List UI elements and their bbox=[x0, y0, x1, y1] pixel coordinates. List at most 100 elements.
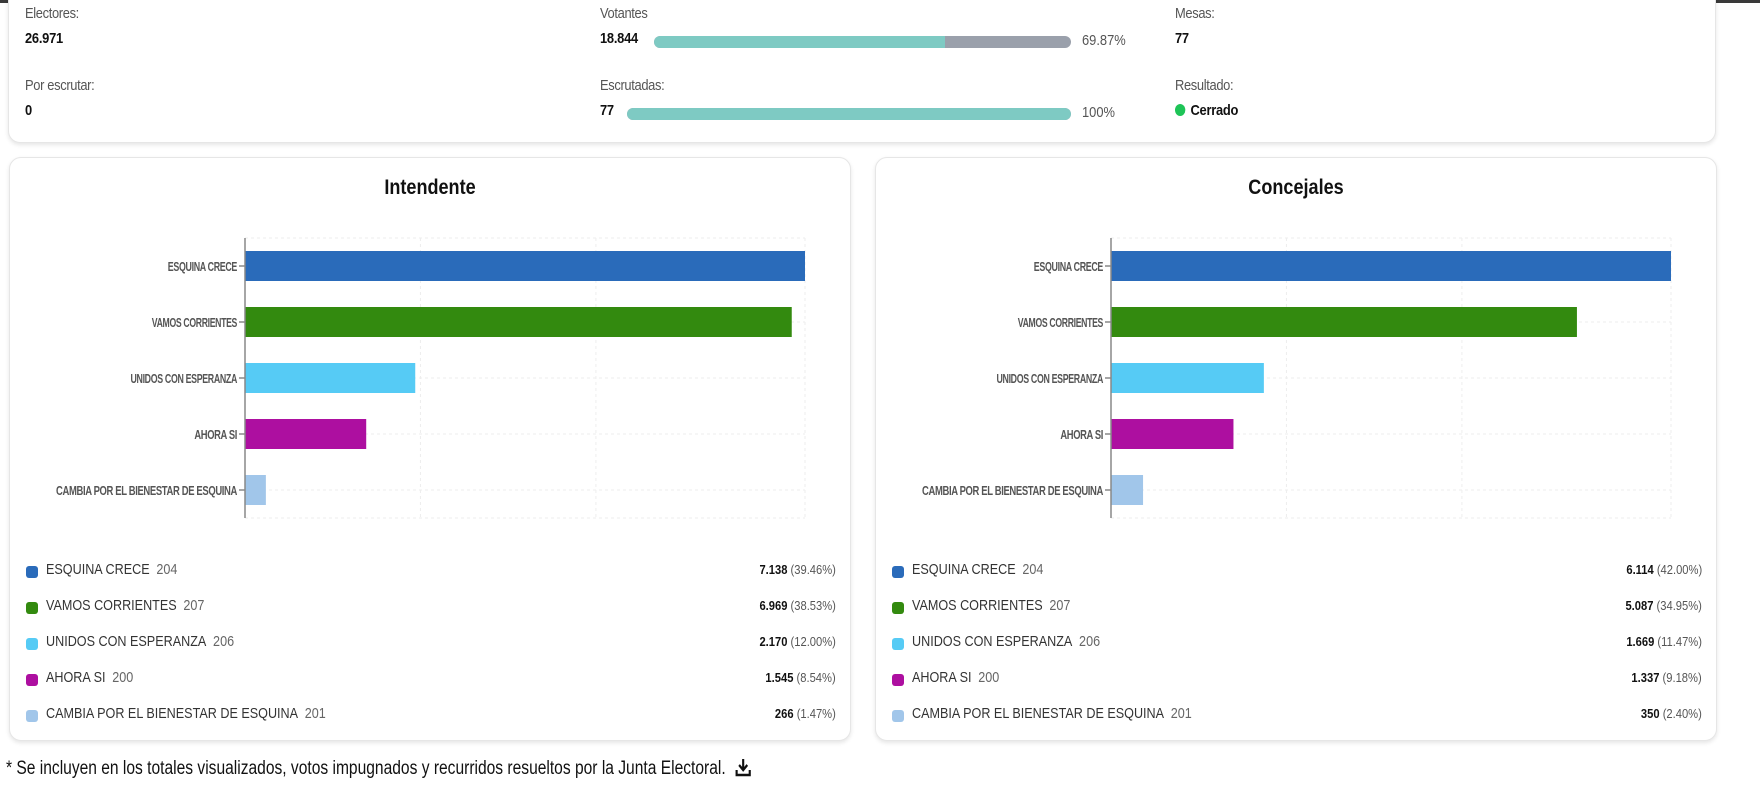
legend-color-icon bbox=[26, 638, 38, 650]
por-escrutar-label: Por escrutar: bbox=[25, 77, 95, 94]
votantes-progress-bar bbox=[654, 36, 1071, 48]
legend-party-name: AHORA SI 200 bbox=[912, 669, 999, 686]
bar-cambia-por-el-bienestar-de-esquina[interactable] bbox=[245, 475, 266, 505]
legend-item[interactable]: AHORA SI 200 1.337 (9.18%) bbox=[892, 664, 1702, 700]
vote-percent: (42.00%) bbox=[1653, 562, 1702, 577]
bar-esquina-crece[interactable] bbox=[245, 251, 805, 281]
escrutadas-value: 77 bbox=[600, 102, 614, 119]
stat-electores: Electores: 26.971 bbox=[25, 5, 88, 47]
bar-ahora-si[interactable] bbox=[1111, 419, 1234, 449]
vote-percent: (8.54%) bbox=[793, 670, 836, 685]
vote-percent: (39.46%) bbox=[787, 562, 836, 577]
party-name: UNIDOS CON ESPERANZA bbox=[46, 633, 207, 650]
bar-cambia-por-el-bienestar-de-esquina[interactable] bbox=[1111, 475, 1144, 505]
vote-count: 6.114 bbox=[1626, 562, 1654, 577]
resultado-value: Cerrado bbox=[1175, 102, 1238, 119]
status-dot-icon bbox=[1175, 104, 1186, 116]
download-icon[interactable] bbox=[735, 757, 751, 783]
party-name: AHORA SI bbox=[46, 669, 106, 686]
party-name: CAMBIA POR EL BIENESTAR DE ESQUINA bbox=[46, 705, 299, 722]
y-tick-label: UNIDOS CON ESPERANZA bbox=[131, 371, 238, 386]
legend-party-name: CAMBIA POR EL BIENESTAR DE ESQUINA 201 bbox=[912, 705, 1192, 722]
legend-votes: 7.138 (39.46%) bbox=[760, 562, 836, 577]
list-number: 204 bbox=[156, 561, 178, 578]
party-name: ESQUINA CRECE bbox=[912, 561, 1016, 578]
legend-votes: 6.969 (38.53%) bbox=[760, 598, 836, 613]
vote-percent: (1.47%) bbox=[793, 706, 836, 721]
escrutadas-label: Escrutadas: bbox=[600, 77, 665, 94]
legend-party-name: ESQUINA CRECE 204 bbox=[912, 561, 1043, 578]
legend-color-icon bbox=[26, 710, 38, 722]
mesas-label: Mesas: bbox=[1175, 5, 1215, 22]
stat-por-escrutar: Por escrutar: 0 bbox=[25, 77, 106, 119]
bar-ahora-si[interactable] bbox=[245, 419, 367, 449]
vote-percent: (11.47%) bbox=[1654, 634, 1702, 649]
vote-count: 5.087 bbox=[1625, 598, 1654, 613]
bar-unidos-con-esperanza[interactable] bbox=[245, 363, 416, 393]
legend-item[interactable]: ESQUINA CRECE 204 6.114 (42.00%) bbox=[892, 556, 1702, 592]
legend-votes: 1.337 (9.18%) bbox=[1632, 670, 1702, 685]
legend-item[interactable]: VAMOS CORRIENTES 207 6.969 (38.53%) bbox=[26, 592, 836, 628]
legend-party-name: AHORA SI 200 bbox=[46, 669, 133, 686]
party-name: CAMBIA POR EL BIENESTAR DE ESQUINA bbox=[912, 705, 1165, 722]
vote-count: 2.170 bbox=[759, 634, 788, 649]
legend-party-name: VAMOS CORRIENTES 207 bbox=[46, 597, 204, 614]
summary-card: Electores: 26.971 Por escrutar: 0 Votant… bbox=[8, 0, 1716, 143]
legend-item[interactable]: UNIDOS CON ESPERANZA 206 2.170 (12.00%) bbox=[26, 628, 836, 664]
bar-vamos-corrientes[interactable] bbox=[1111, 307, 1577, 337]
list-number: 207 bbox=[183, 597, 205, 614]
y-tick-label: UNIDOS CON ESPERANZA bbox=[997, 371, 1104, 386]
legend-item[interactable]: UNIDOS CON ESPERANZA 206 1.669 (11.47%) bbox=[892, 628, 1702, 664]
escrutadas-progress-fill bbox=[627, 108, 1071, 120]
vote-percent: (2.40%) bbox=[1659, 706, 1702, 721]
legend-color-icon bbox=[892, 710, 904, 722]
chart-card-intendente: Intendente ESQUINA CRECE VAMOS CORRIENTES… bbox=[9, 157, 851, 741]
vote-count: 1.545 bbox=[765, 670, 794, 685]
party-name: VAMOS CORRIENTES bbox=[912, 597, 1043, 614]
vote-count: 7.138 bbox=[759, 562, 788, 577]
y-tick-label: CAMBIA POR EL BIENESTAR DE ESQUINA bbox=[56, 483, 238, 498]
legend-item[interactable]: CAMBIA POR EL BIENESTAR DE ESQUINA 201 266… bbox=[26, 700, 836, 736]
legend-votes: 266 (1.47%) bbox=[775, 706, 836, 721]
y-tick-label: VAMOS CORRIENTES bbox=[152, 315, 238, 330]
legend-concejales: ESQUINA CRECE 204 6.114 (42.00%) VAMOS CORR… bbox=[892, 556, 1702, 736]
vote-count: 1.337 bbox=[1631, 670, 1660, 685]
legend-color-icon bbox=[892, 638, 904, 650]
legend-item[interactable]: CAMBIA POR EL BIENESTAR DE ESQUINA 201 350… bbox=[892, 700, 1702, 736]
legend-votes: 1.545 (8.54%) bbox=[766, 670, 836, 685]
chart-title: Concejales bbox=[1248, 176, 1344, 199]
vote-percent: (9.18%) bbox=[1659, 670, 1702, 685]
legend-item[interactable]: ESQUINA CRECE 204 7.138 (39.46%) bbox=[26, 556, 836, 592]
vote-count: 266 bbox=[775, 706, 794, 721]
votantes-progress-fill bbox=[654, 36, 946, 48]
legend-item[interactable]: AHORA SI 200 1.545 (8.54%) bbox=[26, 664, 836, 700]
electores-value: 26.971 bbox=[25, 30, 63, 47]
legend-votes: 1.669 (11.47%) bbox=[1626, 634, 1702, 649]
escrutadas-percent: 100% bbox=[1082, 104, 1116, 121]
legend-votes: 6.114 (42.00%) bbox=[1626, 562, 1702, 577]
list-number: 204 bbox=[1022, 561, 1044, 578]
footnote: * Se incluyen en los totales visualizado… bbox=[6, 757, 751, 783]
party-name: AHORA SI bbox=[912, 669, 972, 686]
vote-percent: (38.53%) bbox=[787, 598, 836, 613]
stat-votantes: Votantes 18.844 bbox=[600, 5, 655, 47]
legend-color-icon bbox=[892, 602, 904, 614]
legend-party-name: UNIDOS CON ESPERANZA 206 bbox=[912, 633, 1100, 650]
votantes-value: 18.844 bbox=[600, 30, 638, 47]
y-tick-label: ESQUINA CRECE bbox=[1034, 259, 1104, 274]
y-tick-label: AHORA SI bbox=[194, 427, 237, 442]
list-number: 201 bbox=[304, 705, 326, 722]
legend-party-name: VAMOS CORRIENTES 207 bbox=[912, 597, 1070, 614]
party-name: UNIDOS CON ESPERANZA bbox=[912, 633, 1073, 650]
chart-title: Intendente bbox=[384, 176, 476, 199]
legend-item[interactable]: VAMOS CORRIENTES 207 5.087 (34.95%) bbox=[892, 592, 1702, 628]
legend-party-name: UNIDOS CON ESPERANZA 206 bbox=[46, 633, 234, 650]
bar-vamos-corrientes[interactable] bbox=[245, 307, 792, 337]
bar-chart-concejales: ESQUINA CRECE VAMOS CORRIENTES UNIDOS CON … bbox=[922, 237, 1672, 519]
bar-unidos-con-esperanza[interactable] bbox=[1111, 363, 1264, 393]
legend-party-name: CAMBIA POR EL BIENESTAR DE ESQUINA 201 bbox=[46, 705, 326, 722]
y-tick-label: ESQUINA CRECE bbox=[168, 259, 238, 274]
vote-count: 1.669 bbox=[1626, 634, 1655, 649]
legend-votes: 350 (2.40%) bbox=[1641, 706, 1702, 721]
bar-esquina-crece[interactable] bbox=[1111, 251, 1671, 281]
